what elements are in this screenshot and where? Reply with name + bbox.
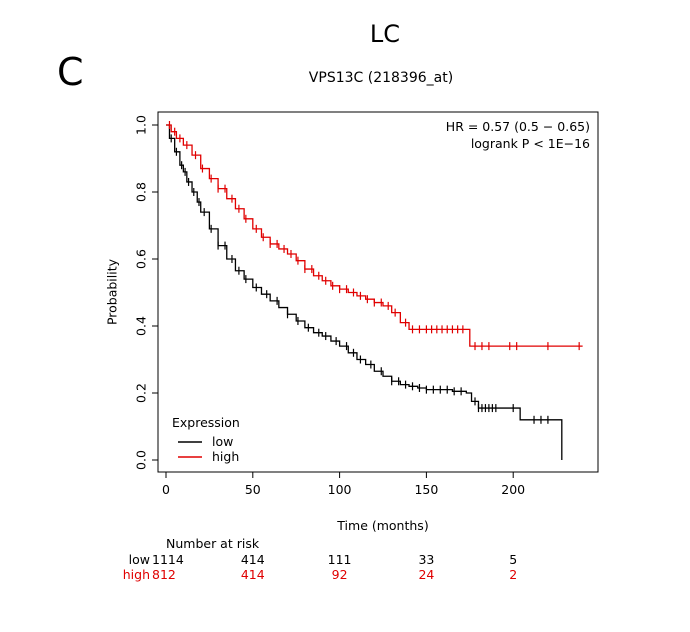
y-tick-label: 1.0 — [134, 115, 149, 135]
risk-cell-low: 1114 — [152, 552, 184, 567]
y-tick-label: 0.0 — [134, 450, 149, 470]
risk-cell-low: 5 — [509, 552, 518, 567]
risk-cell-low: 33 — [418, 552, 435, 567]
risk-row-label-high: high — [122, 567, 150, 582]
plot-frame — [157, 111, 599, 473]
risk-cell-high: 812 — [152, 567, 176, 582]
hr-annotation: HR = 0.57 (0.5 − 0.65) — [446, 119, 590, 134]
y-tick-label: 0.6 — [134, 249, 149, 269]
logrank-annotation: logrank P < 1E−16 — [471, 136, 590, 151]
risk-table-header: Number at risk — [166, 536, 260, 551]
y-tick-label: 0.8 — [134, 182, 149, 202]
series-line-low — [166, 124, 563, 460]
risk-cell-high: 414 — [240, 567, 265, 582]
x-tick-label: 0 — [162, 482, 170, 497]
x-tick-label: 200 — [501, 482, 525, 497]
annotation-layer: HR = 0.57 (0.5 − 0.65) logrank P < 1E−16 E… — [172, 119, 590, 464]
x-tick-label: 100 — [328, 482, 352, 497]
chart-title: VPS13C (218396_at) — [308, 70, 454, 86]
y-tick-label: 0.4 — [134, 316, 149, 336]
axes: 0 50 100 150 200 0.0 0.2 0.4 0.6 0.8 1.0 Time (mont… — [105, 111, 599, 533]
series-line-high — [166, 124, 583, 347]
legend-label-low: low — [212, 434, 233, 449]
x-axis-label: Time (months) — [336, 518, 428, 533]
x-tick-label: 150 — [414, 482, 438, 497]
y-axis-label: Probability — [105, 258, 120, 325]
x-tick-label: 50 — [245, 482, 261, 497]
series-layer — [166, 121, 583, 460]
y-tick-label: 0.2 — [134, 383, 149, 403]
risk-cell-high: 2 — [509, 567, 518, 582]
page-title: LC — [369, 20, 401, 48]
risk-cell-low: 111 — [327, 552, 352, 567]
legend-label-high: high — [212, 449, 239, 464]
risk-cell-high: 24 — [418, 567, 435, 582]
legend-title: Expression — [172, 415, 240, 430]
risk-row-label-low: low — [128, 552, 150, 567]
risk-cell-low: 414 — [240, 552, 265, 567]
risk-cell-high: 92 — [331, 567, 348, 582]
panel-letter: C — [57, 50, 84, 94]
